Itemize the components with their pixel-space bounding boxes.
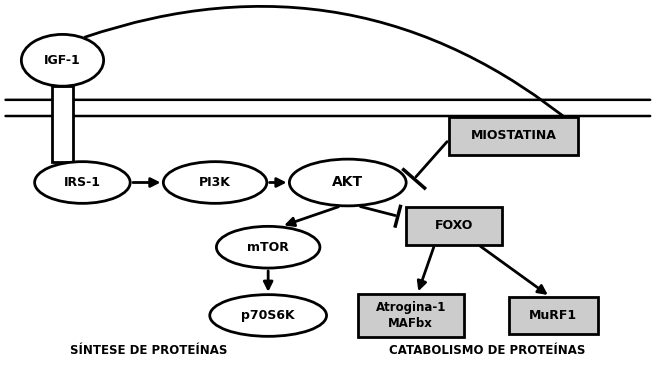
FancyBboxPatch shape (406, 207, 502, 245)
Text: IGF-1: IGF-1 (44, 54, 81, 67)
Text: Atrogina-1
MAFbx: Atrogina-1 MAFbx (375, 301, 446, 330)
Ellipse shape (290, 159, 406, 206)
FancyArrowPatch shape (416, 142, 447, 177)
Ellipse shape (163, 162, 267, 203)
FancyArrowPatch shape (85, 6, 576, 126)
FancyArrowPatch shape (361, 207, 395, 215)
Bar (52, 86, 73, 162)
Text: mTOR: mTOR (248, 241, 289, 254)
Ellipse shape (216, 226, 320, 268)
Text: SÍNTESE DE PROTEÍNAS: SÍNTESE DE PROTEÍNAS (70, 344, 227, 357)
Ellipse shape (35, 162, 130, 203)
Text: MIOSTATINA: MIOSTATINA (471, 129, 557, 142)
Text: AKT: AKT (332, 176, 363, 189)
Text: IRS-1: IRS-1 (64, 176, 101, 189)
FancyBboxPatch shape (358, 294, 464, 337)
Ellipse shape (210, 295, 326, 336)
Text: PI3K: PI3K (199, 176, 231, 189)
FancyBboxPatch shape (508, 297, 598, 334)
Text: p70S6K: p70S6K (242, 309, 295, 322)
Ellipse shape (21, 34, 104, 86)
Text: CATABOLISMO DE PROTEÍNAS: CATABOLISMO DE PROTEÍNAS (389, 344, 585, 357)
FancyBboxPatch shape (449, 117, 578, 155)
Text: FOXO: FOXO (435, 219, 473, 232)
Text: MuRF1: MuRF1 (529, 309, 577, 322)
